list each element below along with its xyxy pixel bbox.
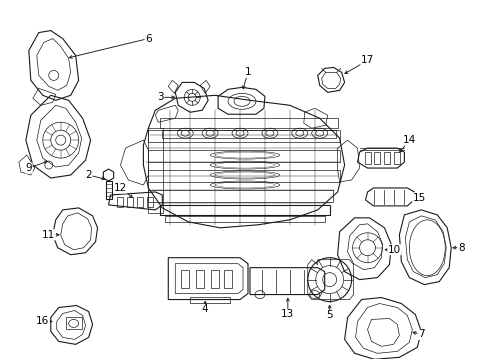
Bar (190, 297, 230, 302)
Bar (137, 197, 144, 207)
Bar (385, 152, 391, 164)
Bar (196, 270, 204, 288)
Text: 1: 1 (245, 67, 251, 77)
Text: 8: 8 (458, 243, 465, 253)
Bar (374, 152, 380, 164)
Bar (148, 170, 340, 182)
Bar (148, 190, 333, 202)
Text: 7: 7 (418, 329, 425, 339)
Text: 4: 4 (202, 305, 208, 315)
Text: 13: 13 (281, 310, 294, 319)
Text: 16: 16 (36, 316, 49, 327)
Text: 6: 6 (145, 33, 152, 44)
Bar (148, 128, 163, 213)
Text: 2: 2 (85, 170, 92, 180)
Bar (224, 270, 232, 288)
Bar (148, 150, 340, 162)
Text: 17: 17 (361, 55, 374, 66)
Bar (127, 197, 133, 207)
Bar (118, 197, 123, 207)
Text: 10: 10 (388, 245, 401, 255)
Text: 9: 9 (25, 163, 32, 173)
Bar (148, 130, 340, 142)
Bar (365, 152, 370, 164)
Text: 3: 3 (157, 92, 164, 102)
Text: 12: 12 (114, 183, 127, 193)
Bar (211, 270, 219, 288)
Bar (105, 181, 112, 199)
Bar (181, 270, 189, 288)
Text: 15: 15 (413, 193, 426, 203)
Bar (66, 318, 82, 329)
Text: 11: 11 (42, 230, 55, 240)
Text: 5: 5 (326, 310, 333, 320)
Text: 14: 14 (403, 135, 416, 145)
Bar (147, 197, 153, 207)
Bar (394, 152, 400, 164)
